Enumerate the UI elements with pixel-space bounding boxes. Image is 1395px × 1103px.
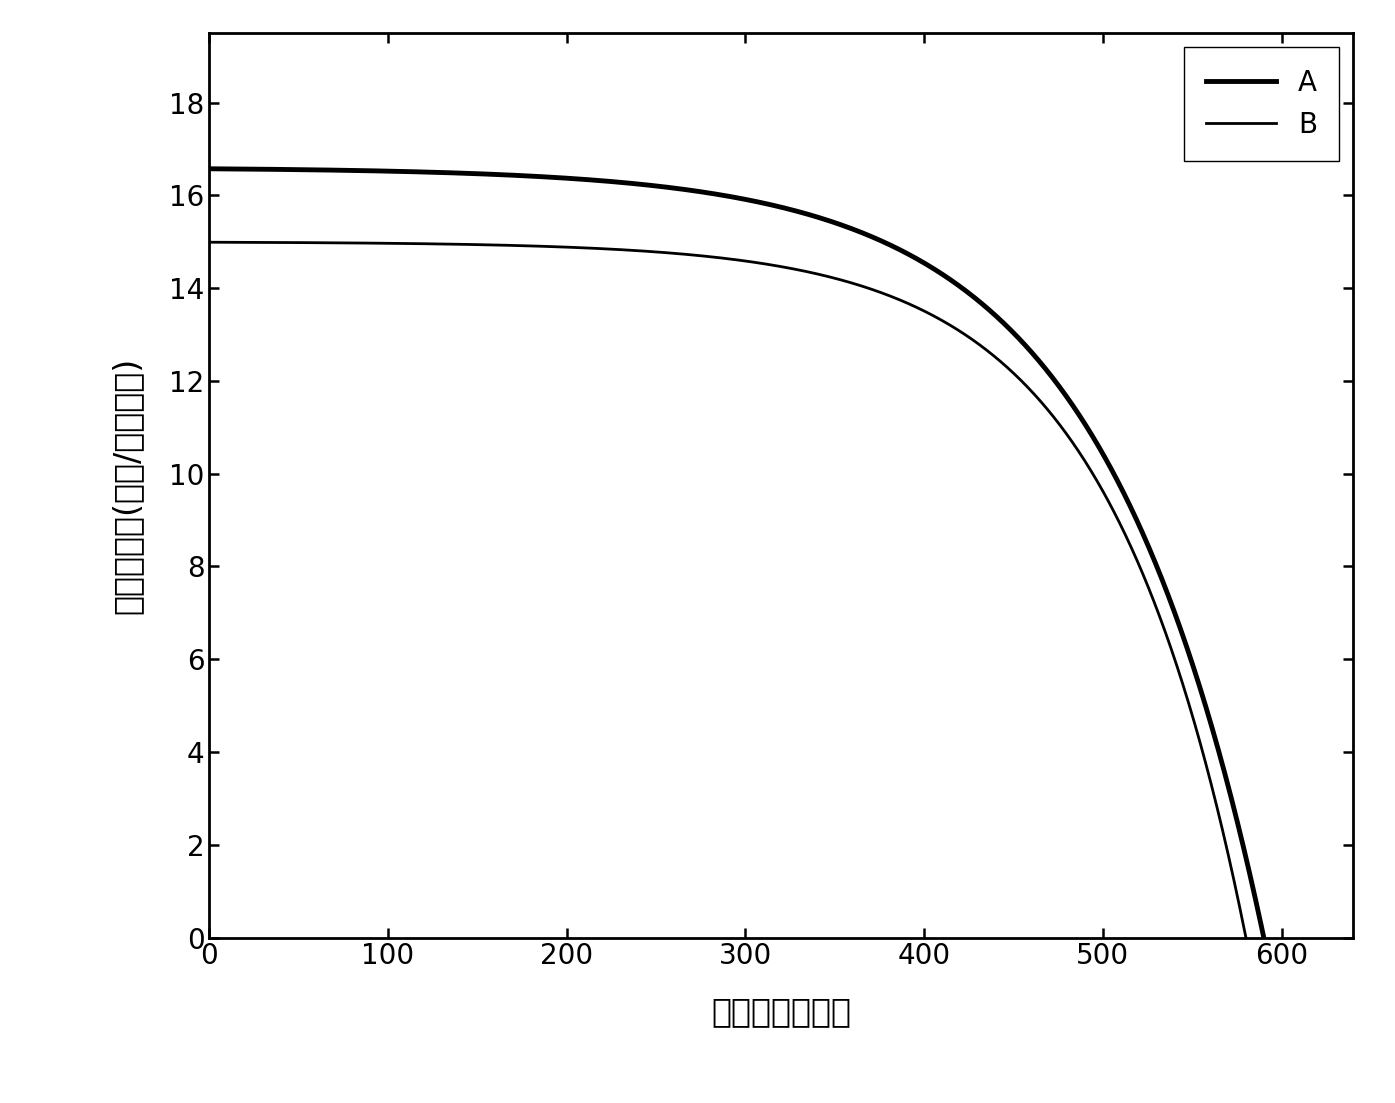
A: [714, 189, 731, 202]
B: [254, 236, 271, 249]
B: [678, 248, 695, 261]
B: [1207, 794, 1223, 807]
X-axis label: 光电压（毫伏）: 光电压（毫伏）: [711, 995, 851, 1028]
B: [1208, 796, 1225, 810]
A: [1225, 796, 1242, 810]
Legend: A, B: A, B: [1184, 47, 1339, 161]
Y-axis label: 光电流密度(毫安/平方厘米): 光电流密度(毫安/平方厘米): [112, 356, 144, 614]
B: [1237, 931, 1254, 944]
A: [255, 162, 272, 175]
A: [1225, 799, 1242, 812]
A: [1031, 355, 1048, 368]
A: [686, 184, 703, 197]
Line: A: A: [209, 169, 1264, 938]
A: [1256, 931, 1272, 944]
Line: B: B: [209, 243, 1246, 938]
B: [201, 236, 218, 249]
A: [201, 162, 218, 175]
B: [1017, 378, 1034, 392]
B: [704, 250, 721, 264]
